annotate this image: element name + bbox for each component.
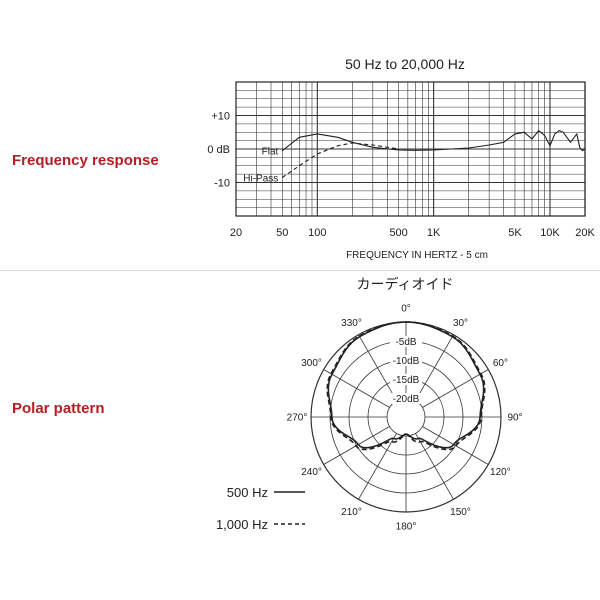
polar-spoke	[358, 334, 397, 401]
polar-legend: 500 Hz 1,000 Hz	[216, 485, 305, 532]
polar-spoke	[358, 433, 397, 500]
ring-label-bg	[390, 355, 422, 366]
ring-label: -10dB	[393, 356, 420, 367]
x-tick-label: 100	[308, 227, 326, 239]
ring-label-bg	[390, 393, 422, 404]
x-axis-label: FREQUENCY IN HERTZ - 5 cm	[346, 250, 488, 261]
chart-title: 50 Hz to 20,000 Hz	[345, 56, 465, 72]
chart-grid	[235, 81, 586, 217]
angle-label: 180°	[396, 522, 417, 533]
series-label: Flat	[262, 147, 279, 158]
ring-label: -20dB	[393, 394, 420, 405]
angle-label: 300°	[301, 358, 322, 369]
angle-label: 240°	[301, 467, 322, 478]
series-label: Hi-Pass	[243, 173, 278, 184]
angle-label: 150°	[450, 507, 471, 518]
x-tick-label: 5K	[508, 227, 522, 239]
chart-series: Flat Hi-Pass	[243, 130, 586, 184]
polar-spoke	[415, 334, 454, 401]
polar-title: カーディオイド	[356, 276, 453, 292]
section-divider	[0, 270, 600, 271]
ring-label: -15dB	[393, 375, 420, 386]
ring-label: -5dB	[395, 337, 416, 348]
x-tick-label: 20K	[575, 227, 595, 239]
series-line	[281, 142, 399, 178]
angle-label: 270°	[287, 413, 308, 424]
angle-label: 30°	[453, 318, 468, 329]
x-tick-label: 500	[389, 227, 407, 239]
frequency-response-label: Frequency response	[12, 152, 159, 169]
frequency-response-chart: 50 Hz to 20,000 Hz 20 50 100 500 1K 5K 10K 20K +…	[207, 56, 595, 261]
legend-label: 500 Hz	[227, 485, 268, 500]
x-tick-label: 50	[276, 227, 288, 239]
angle-label: 90°	[507, 413, 522, 424]
y-tick-label: 0 dB	[207, 144, 230, 156]
polar-spoke	[422, 426, 489, 465]
polar-pattern-label: Polar pattern	[12, 400, 105, 417]
chart-ticks: 20 50 100 500 1K 5K 10K 20K +10 0 dB -10	[207, 111, 595, 240]
angle-label: 0°	[401, 304, 411, 315]
angle-label: 60°	[493, 358, 508, 369]
x-tick-label: 1K	[427, 227, 441, 239]
polar-series-line	[326, 321, 486, 451]
angle-label: 120°	[490, 467, 511, 478]
legend-label: 1,000 Hz	[216, 517, 268, 532]
polar-spoke	[415, 433, 454, 500]
x-tick-label: 10K	[540, 227, 560, 239]
y-tick-label: +10	[211, 111, 230, 123]
series-line	[281, 130, 586, 152]
x-tick-label: 20	[230, 227, 242, 239]
polar-series	[326, 321, 486, 451]
polar-spoke	[323, 369, 390, 408]
polar-pattern-chart: カーディオイド -5dB -10dB -15dB -20dB 0° 30° 60° 90° 12…	[216, 276, 523, 533]
y-tick-label: -10	[214, 178, 230, 190]
ring-label-bg	[390, 374, 422, 385]
polar-spoke	[422, 369, 489, 408]
angle-label: 330°	[341, 318, 362, 329]
angle-label: 210°	[341, 507, 362, 518]
polar-grid	[310, 321, 502, 513]
ring-label-bg	[390, 336, 422, 347]
polar-labels: -5dB -10dB -15dB -20dB 0° 30° 60° 90° 120° 150° 18…	[287, 304, 523, 533]
